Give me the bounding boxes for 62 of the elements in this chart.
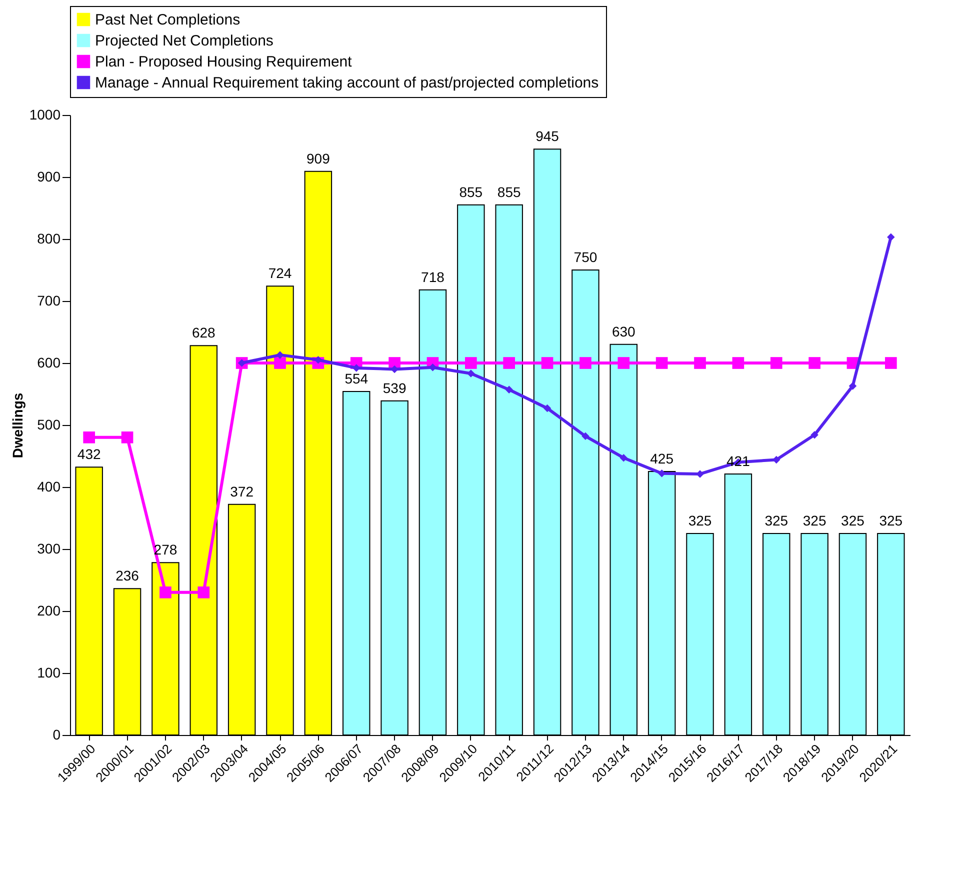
point [732,357,744,369]
data-label: 432 [77,446,101,462]
point [848,382,857,390]
point [887,233,895,242]
point [160,586,172,598]
data-label: 372 [230,483,254,500]
data-label: 236 [116,568,140,584]
y-tick-label: 100 [37,664,61,680]
y-tick-label: 0 [52,726,61,742]
y-tick-label: 900 [37,168,61,184]
data-label: 325 [802,512,826,528]
data-label: 724 [268,265,292,282]
point [467,370,475,378]
point [582,432,590,440]
y-tick-label: 600 [37,354,61,370]
data-label: 718 [421,268,445,285]
y-tick-label: 500 [37,416,61,432]
legend-label: Manage - Annual Requirement taking account of past/projected completions [95,74,599,92]
point [274,357,286,369]
data-label: 539 [382,380,406,396]
data-label: 945 [536,128,560,144]
y-tick-label: 700 [37,292,61,308]
point [83,431,96,444]
data-label: 855 [497,184,521,200]
y-tick-label: 300 [37,540,61,556]
point [810,431,818,439]
y-axis-title: Dwellings [9,392,26,458]
point [198,586,210,598]
data-label: 325 [764,512,788,528]
point [620,454,628,462]
data-label: 554 [344,370,368,387]
legend-label: Projected Net Completions [95,32,274,50]
point [884,357,897,369]
y-tick-label: 800 [37,230,61,246]
point [618,357,630,369]
data-label: 425 [650,450,674,466]
point [656,357,668,369]
point [696,470,704,478]
legend-label: Past Net Completions [95,12,240,28]
point [543,404,552,412]
y-tick-label: 400 [37,478,61,494]
point [276,351,284,359]
point [503,357,516,369]
point [694,357,706,369]
point [464,357,477,369]
point [121,431,134,444]
point [505,386,513,394]
point [580,357,592,369]
y-tick-label: 200 [37,602,61,618]
point [770,357,782,369]
data-label: 325 [879,512,903,528]
data-label: 630 [612,323,636,340]
data-label: 909 [306,150,330,166]
point [541,357,554,369]
data-label: 325 [841,512,865,528]
data-label: 750 [574,249,598,265]
data-label: 855 [459,184,483,200]
point [808,357,820,369]
data-label: 628 [192,324,216,341]
legend-label: Plan - Proposed Housing Requirement [95,54,353,70]
y-tick-label: 1000 [29,106,61,122]
data-label: 325 [688,512,712,528]
